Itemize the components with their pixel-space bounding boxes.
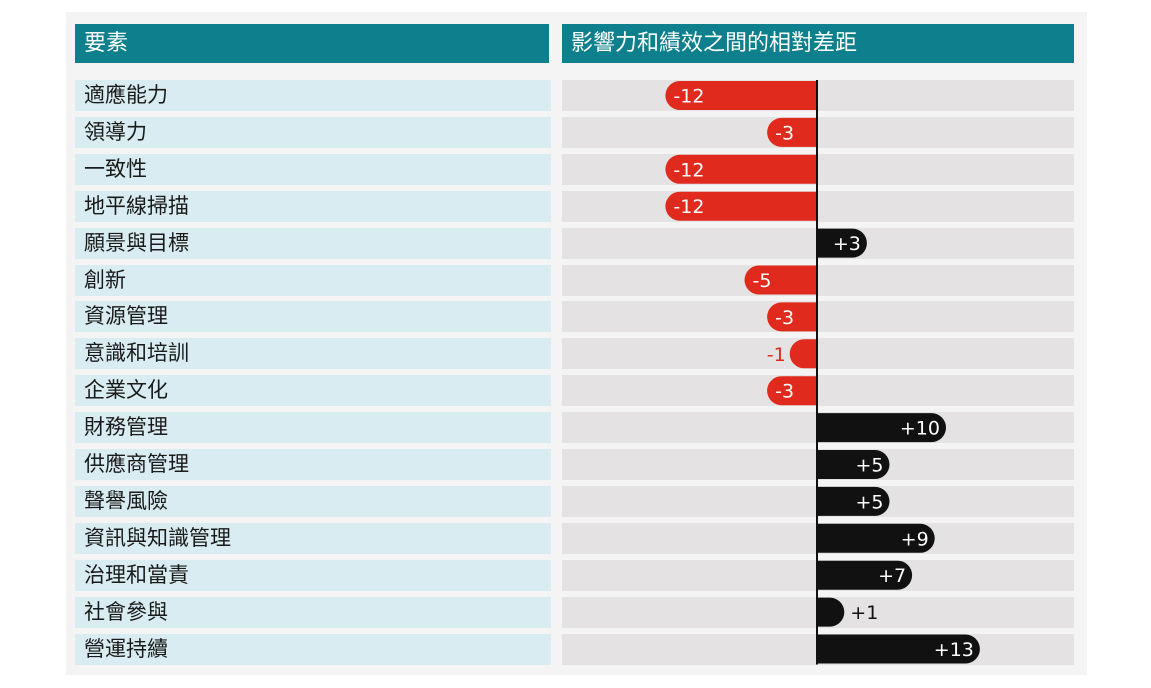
bar	[817, 413, 946, 443]
bar	[817, 486, 890, 516]
data-label: +7	[878, 565, 906, 587]
category-label: 意識和培訓	[75, 338, 551, 370]
category-label: 領導力	[75, 116, 551, 148]
bar	[767, 302, 817, 332]
bar	[744, 265, 817, 295]
data-label: -12	[673, 159, 704, 181]
data-label: +10	[900, 418, 940, 440]
data-label: +9	[901, 528, 929, 550]
bar	[789, 339, 817, 369]
category-label: 資源管理	[75, 301, 551, 333]
data-label: -3	[775, 381, 794, 403]
data-label: +1	[850, 602, 878, 624]
category-label: 地平線掃描	[75, 190, 551, 222]
bar	[665, 191, 817, 221]
data-label: -3	[775, 122, 794, 144]
category-label: 營運持續	[75, 633, 551, 665]
category-label: 供應商管理	[75, 449, 551, 480]
category-label: 一致性	[75, 153, 551, 185]
bar	[817, 228, 867, 258]
data-label: -5	[753, 270, 772, 292]
column-header-gap: 影響力和績效之間的相對差距	[562, 24, 1074, 63]
category-label: 適應能力	[75, 80, 551, 111]
data-label: +3	[833, 233, 861, 255]
bar	[665, 154, 817, 184]
data-label: -12	[673, 196, 704, 218]
data-label: -3	[775, 307, 794, 329]
bar	[767, 376, 817, 406]
category-label: 財務管理	[75, 412, 551, 444]
data-label: +13	[934, 639, 974, 661]
bar	[817, 523, 935, 553]
data-label: -1	[767, 344, 786, 366]
bar	[767, 117, 817, 147]
bar	[817, 450, 890, 479]
category-label: 社會參與	[75, 596, 551, 628]
category-label: 創新	[75, 264, 551, 296]
category-label: 聲譽風險	[75, 485, 551, 517]
data-label: +5	[855, 455, 883, 477]
bar	[817, 560, 913, 590]
data-label: +5	[855, 491, 883, 513]
bar	[817, 597, 845, 627]
bar	[665, 81, 817, 110]
category-label: 資訊與知識管理	[75, 522, 551, 554]
category-label: 治理和當責	[75, 559, 551, 591]
data-label: -12	[673, 86, 704, 108]
column-header-factor: 要素	[75, 24, 549, 63]
category-label: 企業文化	[75, 375, 551, 407]
bar	[817, 634, 980, 664]
category-label: 願景與目標	[75, 227, 551, 259]
